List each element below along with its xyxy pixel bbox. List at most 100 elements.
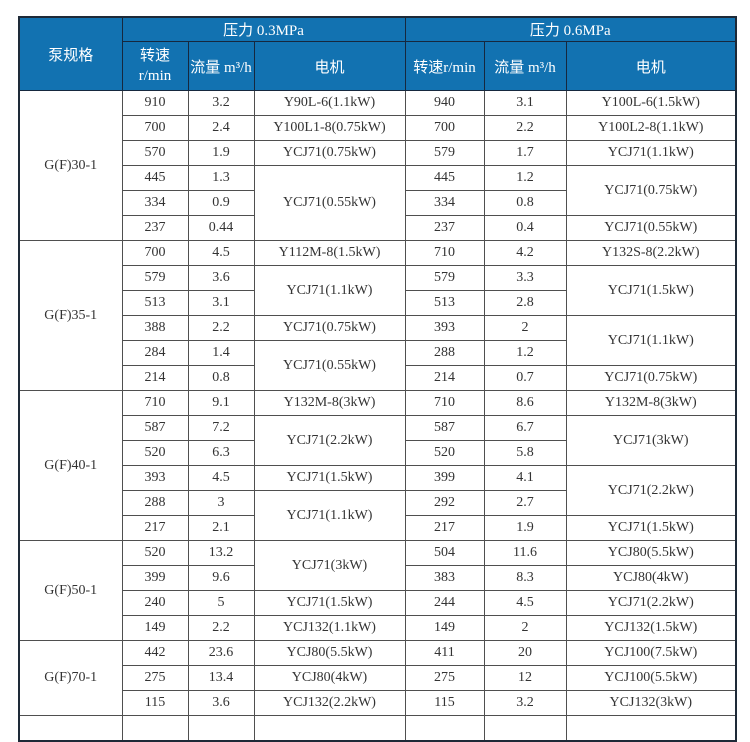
speed-06-cell: 115 xyxy=(404,690,485,716)
flow-03-cell: 0.44 xyxy=(187,215,255,241)
flow-06-cell: 11.6 xyxy=(483,540,567,566)
flow-03-cell: 2.4 xyxy=(187,115,255,141)
speed-03-cell: 149 xyxy=(121,615,189,641)
motor-03-cell: YCJ71(0.55kW) xyxy=(253,165,406,241)
speed-03-cell: 288 xyxy=(121,490,189,516)
motor-06-cell: YCJ71(0.75kW) xyxy=(565,365,737,391)
speed-06-cell: 383 xyxy=(404,565,485,591)
motor-06-cell: YCJ71(1.1kW) xyxy=(565,315,737,366)
flow-03-cell: 6.3 xyxy=(187,440,255,466)
motor-06-cell: YCJ71(1.1kW) xyxy=(565,140,737,166)
motor-03-cell: YCJ71(2.2kW) xyxy=(253,415,406,466)
speed-03-cell: 214 xyxy=(121,365,189,391)
flow-03-cell: 23.6 xyxy=(187,640,255,666)
flow-03-cell: 1.4 xyxy=(187,340,255,366)
motor-06-cell: YCJ132(3kW) xyxy=(565,690,737,716)
flow-03-cell: 13.4 xyxy=(187,665,255,691)
motor-03-cell: YCJ132(2.2kW) xyxy=(253,690,406,716)
speed-03-cell: 388 xyxy=(121,315,189,341)
speed-06-cell: 149 xyxy=(404,615,485,641)
motor-03-cell: Y132M-8(3kW) xyxy=(253,390,406,416)
flow-03-cell: 3.6 xyxy=(187,690,255,716)
speed-03-cell: 700 xyxy=(121,115,189,141)
speed-03-cell: 284 xyxy=(121,340,189,366)
table-row: 393 4.5 YCJ71(1.5kW) 399 4.1 YCJ71(2.2kW) xyxy=(19,465,737,516)
table-row: 237 0.44 237 0.4 YCJ71(0.55kW) xyxy=(19,215,737,241)
table-row: 587 7.2 YCJ71(2.2kW) 587 6.7 YCJ71(3kW) xyxy=(19,415,737,466)
flow-06-cell: 3.1 xyxy=(483,90,567,116)
speed-06-cell: 411 xyxy=(404,640,485,666)
table-row: G(F)35-1 700 4.5 Y112M-8(1.5kW) 710 4.2 Y132S-… xyxy=(18,240,737,391)
flow-06-cell: 8.6 xyxy=(483,390,567,416)
flow-06-cell: 8.3 xyxy=(483,565,567,591)
table-row: 284 1.4 YCJ71(0.55kW) 288 1.2 xyxy=(19,340,736,391)
header-motor-06: 电机 xyxy=(565,41,737,91)
flow-06-cell: 0.8 xyxy=(483,190,567,216)
flow-06-cell: 1.7 xyxy=(483,140,567,166)
flow-06-cell: 2.7 xyxy=(483,490,567,516)
flow-06-cell: 2 xyxy=(483,315,567,341)
pump-spec-cell: G(F)40-1 xyxy=(18,390,123,541)
motor-06-cell: Y100L2-8(1.1kW) xyxy=(565,115,737,141)
flow-06-cell: 4.5 xyxy=(483,590,567,616)
motor-03-cell: YCJ80(5.5kW) xyxy=(253,640,406,666)
header-flow-06: 流量 m³/h xyxy=(483,41,567,91)
speed-06-cell: 579 xyxy=(404,265,485,291)
motor-06-cell: YCJ71(3kW) xyxy=(565,415,737,466)
table-row: G(F)70-1 442 23.6 YCJ80(5.5kW) 411 20 YCJ100(7… xyxy=(18,640,737,716)
speed-03-cell: 115 xyxy=(121,690,189,716)
flow-06-cell: 0.7 xyxy=(483,365,567,391)
flow-03-cell: 2.2 xyxy=(187,615,255,641)
flow-06-cell: 2.8 xyxy=(483,290,567,316)
table-row: 275 13.4 YCJ80(4kW) 275 12 YCJ100(5.5kW) xyxy=(19,665,737,691)
speed-03-cell: 399 xyxy=(121,565,189,591)
header-row-columns: 转速 r/min 流量 m³/h 电机 转速r/min 流量 m³/h 电机 xyxy=(19,41,737,91)
flow-06-cell: 2.2 xyxy=(483,115,567,141)
flow-03-cell: 2.1 xyxy=(187,515,255,541)
header-motor-03: 电机 xyxy=(253,41,406,91)
flow-03-cell: 13.2 xyxy=(187,540,255,566)
flow-06-cell: 4.2 xyxy=(483,240,567,266)
table-row: 288 3 YCJ71(1.1kW) 292 2.7 xyxy=(19,490,736,541)
cutoff-cell xyxy=(121,715,189,742)
speed-06-cell: 244 xyxy=(404,590,485,616)
motor-06-cell: YCJ80(4kW) xyxy=(565,565,737,591)
pump-spec-cell: G(F)50-1 xyxy=(18,540,123,641)
cutoff-cell xyxy=(483,715,567,742)
motor-06-cell: YCJ100(7.5kW) xyxy=(565,640,737,666)
speed-03-cell: 520 xyxy=(121,540,189,566)
motor-06-cell: YCJ100(5.5kW) xyxy=(565,665,737,691)
table-header: 泵规格 压力 0.3MPa 压力 0.6MPa 转速 r/min 流量 m³/h … xyxy=(18,16,737,91)
flow-03-cell: 3.1 xyxy=(187,290,255,316)
header-speed-06: 转速r/min xyxy=(404,41,485,91)
header-pressure-03mpa: 压力 0.3MPa xyxy=(121,16,406,42)
speed-06-cell: 710 xyxy=(404,240,485,266)
speed-03-cell: 700 xyxy=(121,240,189,266)
speed-03-cell: 217 xyxy=(121,515,189,541)
motor-06-cell: YCJ71(2.2kW) xyxy=(565,590,737,616)
table-row: 513 3.1 513 2.8 xyxy=(19,290,736,316)
speed-06-cell: 587 xyxy=(404,415,485,441)
table-row: 579 3.6 YCJ71(1.1kW) 579 3.3 YCJ71(1.5kW) xyxy=(19,265,737,316)
motor-03-cell: Y100L1-8(0.75kW) xyxy=(253,115,406,141)
cutoff-cell xyxy=(253,715,406,742)
motor-03-cell: YCJ71(1.1kW) xyxy=(253,265,406,316)
table-row: 214 0.8 214 0.7 YCJ71(0.75kW) xyxy=(19,365,737,391)
speed-06-cell: 217 xyxy=(404,515,485,541)
flow-03-cell: 0.8 xyxy=(187,365,255,391)
flow-06-cell: 6.7 xyxy=(483,415,567,441)
speed-06-cell: 700 xyxy=(404,115,485,141)
table-row: G(F)40-1 710 9.1 Y132M-8(3kW) 710 8.6 Y132M-8(… xyxy=(18,390,737,541)
speed-03-cell: 520 xyxy=(121,440,189,466)
flow-06-cell: 2 xyxy=(483,615,567,641)
flow-03-cell: 3 xyxy=(187,490,255,516)
speed-03-cell: 240 xyxy=(121,590,189,616)
speed-06-cell: 275 xyxy=(404,665,485,691)
speed-06-cell: 710 xyxy=(404,390,485,416)
table-row: 445 1.3 YCJ71(0.55kW) 445 1.2 YCJ71(0.75kW) xyxy=(19,165,737,241)
motor-03-cell: YCJ71(3kW) xyxy=(253,540,406,591)
motor-03-cell: YCJ71(1.5kW) xyxy=(253,465,406,491)
header-speed-03-line1: 转速 xyxy=(139,47,170,64)
motor-06-cell: YCJ71(0.55kW) xyxy=(565,215,737,241)
speed-06-cell: 288 xyxy=(404,340,485,366)
